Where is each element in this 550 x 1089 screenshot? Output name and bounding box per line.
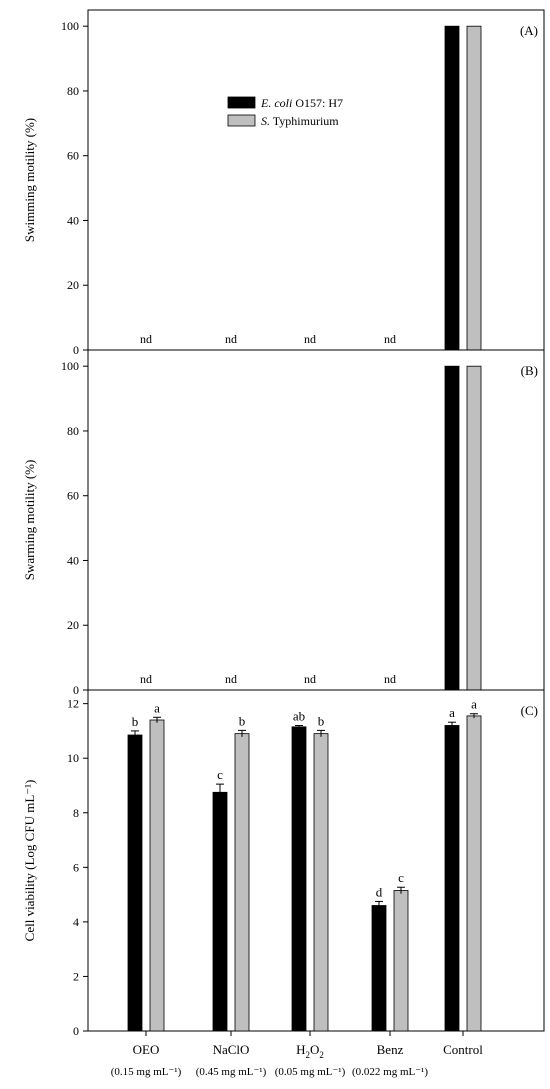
category-concentration: (0.45 mg mL⁻¹): [196, 1066, 267, 1078]
x-tick-label: OEO: [133, 1042, 160, 1057]
panel-label: (B): [521, 363, 538, 378]
x-tick-label: NaClO: [213, 1042, 250, 1057]
category-concentration: (0.15 mg mL⁻¹): [111, 1066, 182, 1078]
y-tick-label: 0: [73, 343, 79, 357]
y-tick-label: 100: [61, 359, 79, 373]
bar: [127, 734, 143, 1032]
bar: [234, 733, 250, 1032]
y-tick-label: 2: [73, 969, 79, 983]
y-tick-label: 60: [67, 149, 79, 163]
bar: [444, 725, 460, 1032]
legend-entry-text: O157: H7: [292, 96, 343, 110]
legend-swatch: [227, 114, 256, 127]
category-name: NaClO: [213, 1042, 250, 1057]
category-name-part: O: [310, 1042, 319, 1057]
nd-annotation: nd: [384, 672, 396, 686]
bar: [212, 791, 228, 1032]
category-concentration: (0.05 mg mL⁻¹): [275, 1066, 346, 1078]
panel-label: (A): [520, 23, 538, 38]
x-tick-label: Benz: [377, 1042, 404, 1057]
y-axis-label: Swarming motility (%): [22, 460, 37, 581]
nd-annotation: nd: [384, 332, 396, 346]
significance-letter: b: [132, 714, 139, 729]
legend: E. coli O157: H7 S. Typhimurium: [227, 96, 343, 128]
nd-annotation: nd: [304, 672, 316, 686]
bar: [313, 733, 329, 1032]
panel-b: 0 20 40 60 80 100 Swarming motility (%) (B) nd nd…: [22, 349, 545, 697]
category-subscript: 2: [319, 1050, 324, 1060]
y-tick-label: 100: [61, 19, 79, 33]
y-tick-label: 10: [67, 751, 79, 765]
legend-entry-italic: E. coli: [260, 96, 292, 110]
category-name: Benz: [377, 1042, 404, 1057]
x-tick-label: Control: [443, 1042, 483, 1057]
significance-letter: c: [398, 870, 404, 885]
legend-entry: E. coli O157: H7: [260, 96, 343, 110]
y-tick-label: 12: [67, 697, 79, 711]
significance-letter: a: [154, 700, 160, 715]
nd-annotation: nd: [304, 332, 316, 346]
legend-entry: S. Typhimurium: [261, 114, 339, 128]
nd-annotation: nd: [225, 672, 237, 686]
category-concentration: (0.022 mg mL⁻¹): [352, 1066, 428, 1078]
bar: [149, 719, 165, 1032]
y-tick-label: 80: [67, 84, 79, 98]
y-tick-label: 60: [67, 489, 79, 503]
y-tick-label: 40: [67, 553, 79, 567]
bar: [444, 25, 460, 351]
significance-letter: b: [239, 713, 246, 728]
significance-letter: a: [471, 697, 477, 712]
significance-letter: b: [318, 713, 325, 728]
bar: [466, 365, 482, 691]
y-tick-label: 20: [67, 618, 79, 632]
bar: [393, 890, 409, 1032]
y-tick-label: 20: [67, 278, 79, 292]
y-tick-label: 80: [67, 424, 79, 438]
y-tick-label: 6: [73, 860, 79, 874]
panel-c: 0 2 4 6 8 10 12 Cell viability (Log CFU mL⁻¹) (C…: [22, 689, 545, 1038]
y-tick-label: 0: [73, 1024, 79, 1038]
category-name: H: [296, 1042, 305, 1057]
category-name: Control: [443, 1042, 483, 1057]
significance-letter: ab: [293, 708, 305, 723]
bar: [444, 365, 460, 691]
panel-a: 0 20 40 60 80 100 Swimming motility (%) (A) nd nd…: [22, 9, 545, 357]
bar: [371, 905, 387, 1032]
y-tick-label: 4: [73, 915, 79, 929]
significance-letter: a: [449, 705, 455, 720]
bar: [466, 715, 482, 1032]
x-axis: OEO(0.15 mg mL⁻¹)NaClO(0.45 mg mL⁻¹)H2O2…: [111, 1031, 483, 1078]
nd-annotation: nd: [140, 672, 152, 686]
y-axis-label: Cell viability (Log CFU mL⁻¹): [22, 780, 37, 942]
panel-label: (C): [521, 703, 538, 718]
legend-entry-text: Typhimurium: [270, 114, 339, 128]
x-tick-label: H2O2: [296, 1042, 324, 1060]
significance-letter: c: [217, 767, 223, 782]
legend-entry-italic: S.: [261, 114, 270, 128]
y-tick-label: 8: [73, 806, 79, 820]
significance-letter: d: [376, 884, 383, 899]
y-tick-label: 0: [73, 683, 79, 697]
category-subscript: 2: [306, 1050, 311, 1060]
y-axis-label: Swimming motility (%): [22, 118, 37, 242]
legend-swatch: [227, 96, 256, 109]
nd-annotation: nd: [225, 332, 237, 346]
bar: [291, 726, 307, 1032]
category-name: OEO: [133, 1042, 160, 1057]
bar: [466, 25, 482, 351]
nd-annotation: nd: [140, 332, 152, 346]
y-tick-label: 40: [67, 213, 79, 227]
